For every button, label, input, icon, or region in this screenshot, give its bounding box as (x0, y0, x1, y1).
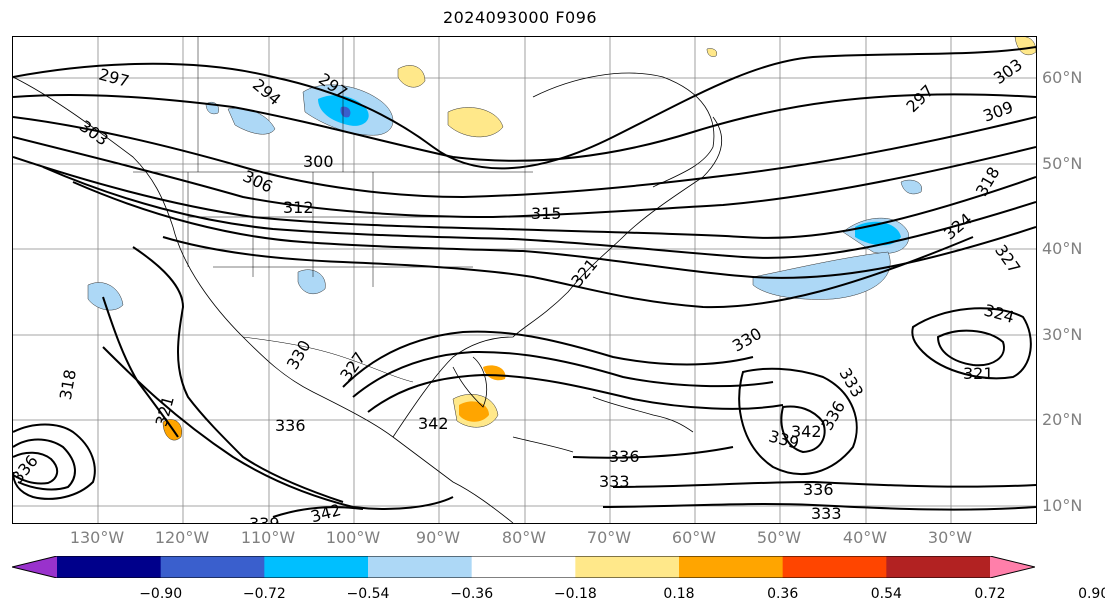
colorbar-segment (886, 556, 991, 578)
map-canvas: 297 294 297 303 300 306 312 315 321 297 … (13, 37, 1036, 523)
lat-label: 10°N (1042, 496, 1083, 515)
lat-label: 50°N (1042, 154, 1083, 173)
lon-label: 90°W (415, 528, 461, 547)
colorbar-segment (368, 556, 473, 578)
colorbar-segment (471, 556, 576, 578)
colorbar-tick-label: −0.36 (450, 586, 494, 602)
contour-label: 336 (275, 416, 306, 435)
graticule (13, 37, 1036, 523)
lon-label: 40°W (842, 528, 888, 547)
map-title: 2024093000 F096 (442, 8, 598, 27)
lat-label: 40°N (1042, 239, 1083, 258)
colorbar-segment (679, 556, 784, 578)
contour-label: 333 (599, 472, 630, 491)
contour-label: 330 (283, 337, 315, 373)
colorbar-tick-label: −0.18 (553, 586, 597, 602)
contour-label: 294 (249, 75, 285, 109)
lon-label: 130°W (69, 528, 125, 547)
lon-label: 110°W (240, 528, 296, 547)
contour-labels: 297 294 297 303 300 306 312 315 321 297 … (13, 55, 1026, 523)
contour-label: 333 (835, 365, 867, 401)
colorbar-segment (782, 556, 887, 578)
contour-label: 318 (56, 368, 80, 401)
colorbar-tick-label: 0.54 (870, 586, 902, 602)
contour-label: 303 (76, 116, 112, 149)
contour-label: 327 (336, 349, 369, 385)
contour-label: 309 (980, 97, 1015, 125)
colorbar-high-extend (990, 556, 1035, 578)
colorbar-segments (57, 556, 991, 578)
lon-label: 120°W (154, 528, 210, 547)
contour-label: 333 (811, 504, 842, 523)
colorbar (12, 556, 1035, 578)
lon-label: 50°W (756, 528, 802, 547)
contour-label: 342 (791, 422, 822, 441)
contour-label: 336 (609, 447, 640, 466)
colorbar-tick-label: 0.36 (767, 586, 799, 602)
isolines (13, 46, 1036, 518)
contour-label: 330 (729, 324, 765, 356)
colorbar-segment (160, 556, 265, 578)
contour-label: 297 (902, 81, 937, 116)
lat-label: 30°N (1042, 325, 1083, 344)
contour-label: 327 (991, 241, 1024, 277)
contour-label: 300 (303, 152, 334, 171)
colorbar-tick-label: −0.90 (139, 586, 183, 602)
colorbar-tick-label: −0.72 (242, 586, 286, 602)
lon-label: 30°W (927, 528, 973, 547)
colorbar-tick-label: 0.72 (974, 586, 1006, 602)
contour-label: 321 (963, 364, 994, 383)
lat-label: 60°N (1042, 68, 1083, 87)
coastlines (13, 72, 722, 523)
contour-label: 342 (309, 500, 343, 523)
lon-label: 70°W (586, 528, 632, 547)
contour-label: 336 (803, 480, 834, 499)
contour-label: 339 (249, 514, 280, 523)
contour-label: 342 (418, 414, 449, 433)
colorbar-tick-label: −0.54 (346, 586, 390, 602)
lon-label: 100°W (325, 528, 381, 547)
lon-label: 80°W (501, 528, 547, 547)
colorbar-segment (264, 556, 369, 578)
contour-label: 318 (972, 164, 1004, 200)
colorbar-segment (57, 556, 162, 578)
contour-label: 312 (283, 198, 314, 217)
colorbar-segment (575, 556, 680, 578)
contour-label: 297 (97, 65, 131, 91)
contour-label: 336 (817, 398, 849, 434)
shaded-anomalies (87, 37, 1036, 441)
lon-label: 60°W (671, 528, 717, 547)
colorbar-tick-label: 0.18 (663, 586, 695, 602)
contour-label: 303 (990, 55, 1026, 88)
colorbar-tick-label: 0.90 (1078, 586, 1105, 602)
map-panel: 297 294 297 303 300 306 312 315 321 297 … (12, 36, 1037, 524)
colorbar-low-extend (12, 556, 57, 578)
contour-label: 324 (982, 301, 1016, 327)
contour-label: 315 (531, 204, 562, 223)
lat-label: 20°N (1042, 410, 1083, 429)
contour-label: 306 (240, 166, 276, 196)
